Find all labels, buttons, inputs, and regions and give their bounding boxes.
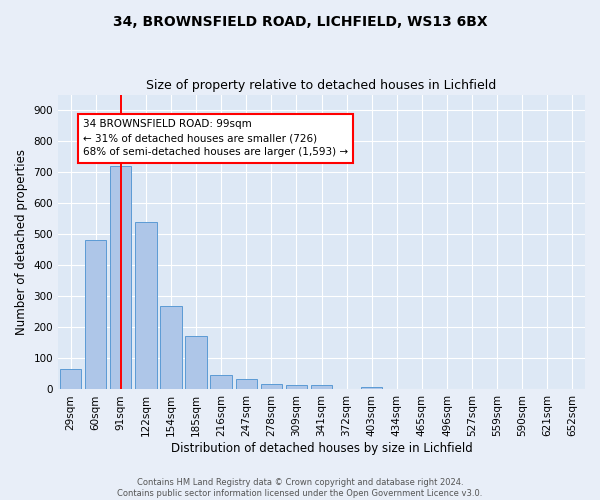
Bar xyxy=(236,378,257,390)
Bar xyxy=(211,374,232,390)
Bar xyxy=(361,387,382,390)
Title: Size of property relative to detached houses in Lichfield: Size of property relative to detached ho… xyxy=(146,79,497,92)
Text: Contains HM Land Registry data © Crown copyright and database right 2024.
Contai: Contains HM Land Registry data © Crown c… xyxy=(118,478,482,498)
Bar xyxy=(286,385,307,390)
Bar xyxy=(85,240,106,390)
X-axis label: Distribution of detached houses by size in Lichfield: Distribution of detached houses by size … xyxy=(170,442,472,455)
Text: 34 BROWNSFIELD ROAD: 99sqm
← 31% of detached houses are smaller (726)
68% of sem: 34 BROWNSFIELD ROAD: 99sqm ← 31% of deta… xyxy=(83,120,348,158)
Text: 34, BROWNSFIELD ROAD, LICHFIELD, WS13 6BX: 34, BROWNSFIELD ROAD, LICHFIELD, WS13 6B… xyxy=(113,15,487,29)
Bar xyxy=(160,306,182,390)
Bar xyxy=(60,370,81,390)
Bar xyxy=(260,384,282,390)
Y-axis label: Number of detached properties: Number of detached properties xyxy=(15,149,28,335)
Bar xyxy=(135,222,157,390)
Bar xyxy=(110,166,131,390)
Bar xyxy=(311,385,332,390)
Bar xyxy=(185,336,207,390)
